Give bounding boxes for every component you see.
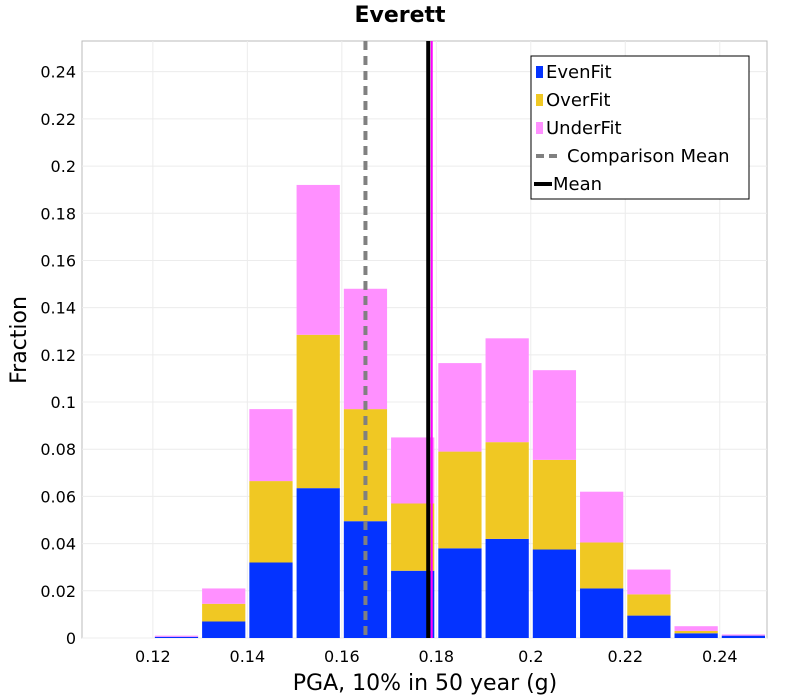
- y-tick-label: 0.1: [51, 393, 76, 412]
- bar-overfit-7: [438, 451, 482, 549]
- bar-underfit-4: [296, 184, 340, 335]
- bar-evenfit-2: [202, 621, 246, 638]
- y-tick-label: 0: [66, 629, 76, 648]
- bar-underfit-11: [627, 569, 671, 595]
- y-tick-label: 0.18: [40, 204, 76, 223]
- x-tick-label: 0.22: [607, 647, 643, 666]
- legend-swatch-underfit: [536, 122, 543, 134]
- y-axis-label: Fraction: [7, 296, 32, 384]
- x-tick-label: 0.24: [702, 647, 738, 666]
- y-tick-label: 0.04: [40, 535, 76, 554]
- bar-evenfit-1: [154, 636, 199, 638]
- legend-label: OverFit: [546, 90, 610, 111]
- bar-evenfit-11: [627, 615, 671, 638]
- bar-evenfit-3: [249, 562, 293, 638]
- bar-evenfit-12: [674, 633, 718, 638]
- bar-overfit-11: [627, 594, 671, 616]
- legend-label: Mean: [553, 174, 602, 195]
- x-tick-label: 0.12: [135, 647, 171, 666]
- bar-evenfit-9: [532, 549, 577, 638]
- x-tick-label: 0.2: [518, 647, 543, 666]
- y-tick-label: 0.08: [40, 440, 76, 459]
- legend-swatch-evenfit: [536, 66, 543, 78]
- chart-title: Everett: [354, 3, 446, 28]
- y-tick-label: 0.2: [51, 157, 76, 176]
- bar-overfit-4: [296, 334, 340, 489]
- bar-overfit-3: [249, 481, 293, 563]
- bar-underfit-13: [721, 634, 765, 636]
- bar-underfit-3: [249, 409, 293, 482]
- y-tick-label: 0.02: [40, 582, 76, 601]
- bar-evenfit-10: [580, 588, 624, 638]
- x-axis-ticks: 0.12 0.14 0.16 0.18 0.2 0.22 0.24: [135, 647, 738, 666]
- bar-evenfit-13: [721, 635, 765, 638]
- legend-label: Comparison Mean: [567, 146, 730, 167]
- bar-evenfit-8: [485, 538, 529, 638]
- bar-overfit-12: [674, 630, 718, 634]
- y-tick-label: 0.24: [40, 63, 76, 82]
- y-tick-label: 0.22: [40, 110, 76, 129]
- y-axis-ticks: 0 0.02 0.04 0.06 0.08 0.1 0.12 0.14 0.16 0.18 0.2 0…: [40, 63, 76, 648]
- bar-evenfit-4: [296, 488, 340, 638]
- y-tick-label: 0.06: [40, 487, 76, 506]
- x-tick-label: 0.16: [324, 647, 360, 666]
- bar-overfit-2: [202, 603, 246, 622]
- bars: [154, 184, 765, 638]
- bar-evenfit-7: [438, 548, 482, 638]
- mean-lines: [363, 41, 433, 638]
- bar-underfit-1: [154, 635, 199, 637]
- bar-underfit-10: [580, 491, 624, 543]
- bar-underfit-8: [485, 338, 529, 443]
- legend-label: UnderFit: [546, 118, 622, 139]
- legend: EvenFit OverFit UnderFit Comparison Mean Mea…: [530, 55, 750, 200]
- bar-overfit-10: [580, 542, 624, 589]
- bar-overfit-9: [532, 459, 577, 550]
- legend-box: [530, 55, 750, 200]
- x-tick-label: 0.18: [418, 647, 454, 666]
- bar-underfit-12: [674, 626, 718, 631]
- y-tick-label: 0.14: [40, 299, 76, 318]
- y-tick-label: 0.16: [40, 251, 76, 270]
- bar-underfit-9: [532, 370, 577, 460]
- bar-underfit-7: [438, 363, 482, 452]
- x-tick-label: 0.14: [230, 647, 266, 666]
- bar-underfit-2: [202, 588, 246, 604]
- legend-swatch-overfit: [536, 94, 543, 106]
- bar-overfit-8: [485, 442, 529, 539]
- x-axis-label: PGA, 10% in 50 year (g): [293, 671, 557, 696]
- legend-label: EvenFit: [546, 62, 612, 83]
- y-tick-label: 0.12: [40, 346, 76, 365]
